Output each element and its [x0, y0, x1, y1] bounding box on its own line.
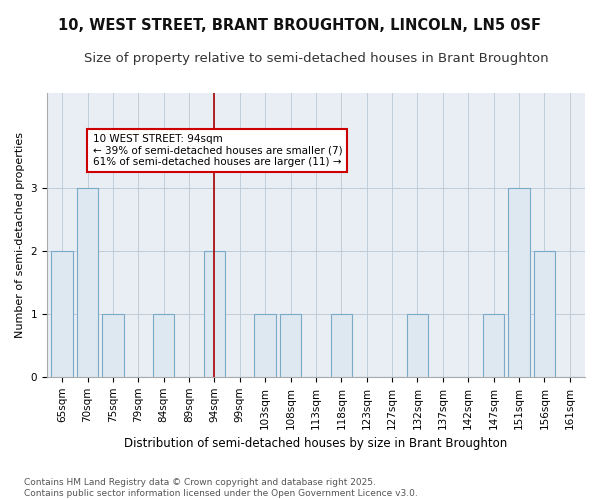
Bar [102, 314, 124, 377]
Bar [52, 250, 73, 377]
Bar [483, 314, 505, 377]
Bar [254, 314, 276, 377]
Bar [533, 250, 555, 377]
Title: Size of property relative to semi-detached houses in Brant Broughton: Size of property relative to semi-detach… [83, 52, 548, 66]
Bar [331, 314, 352, 377]
Text: Contains HM Land Registry data © Crown copyright and database right 2025.
Contai: Contains HM Land Registry data © Crown c… [24, 478, 418, 498]
Bar [280, 314, 301, 377]
Y-axis label: Number of semi-detached properties: Number of semi-detached properties [15, 132, 25, 338]
Bar [203, 250, 225, 377]
Bar [77, 188, 98, 377]
Text: 10, WEST STREET, BRANT BROUGHTON, LINCOLN, LN5 0SF: 10, WEST STREET, BRANT BROUGHTON, LINCOL… [59, 18, 542, 32]
X-axis label: Distribution of semi-detached houses by size in Brant Broughton: Distribution of semi-detached houses by … [124, 437, 508, 450]
Bar [407, 314, 428, 377]
Text: 10 WEST STREET: 94sqm
← 39% of semi-detached houses are smaller (7)
61% of semi-: 10 WEST STREET: 94sqm ← 39% of semi-deta… [92, 134, 342, 167]
Bar [508, 188, 530, 377]
Bar [153, 314, 175, 377]
